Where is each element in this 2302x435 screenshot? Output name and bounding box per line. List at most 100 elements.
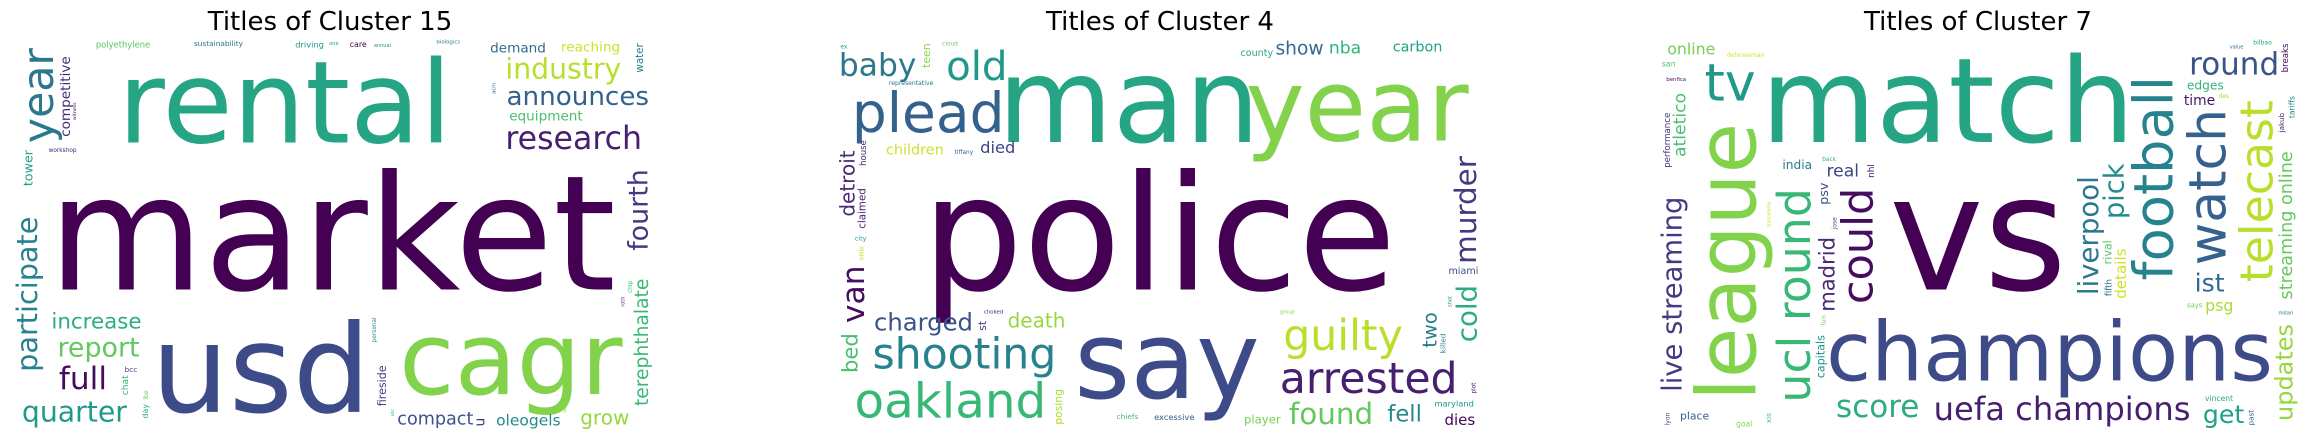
chart-title: Titles of Cluster 7 xyxy=(1863,7,2092,37)
word: league xyxy=(1681,123,1776,401)
word: maryland xyxy=(1434,398,1473,408)
word: increase xyxy=(51,310,141,335)
word: man xyxy=(998,32,1260,170)
word: updates xyxy=(2271,324,2299,421)
word: value xyxy=(2230,44,2244,50)
word: competitive xyxy=(58,56,74,137)
word: police xyxy=(922,141,1397,328)
word: performance xyxy=(1663,113,1673,168)
word: group xyxy=(1280,310,1295,316)
word: vs xyxy=(1889,141,2067,328)
word: research xyxy=(505,121,642,157)
word: milan xyxy=(2278,311,2293,317)
word: choked xyxy=(984,310,1003,316)
word: chip xyxy=(628,280,634,292)
word: death xyxy=(1008,309,1066,333)
word: past xyxy=(2246,410,2255,426)
word: plead xyxy=(852,81,1005,145)
word: fifth xyxy=(2104,279,2114,296)
word: ex xyxy=(840,45,847,51)
word: representative xyxy=(889,80,934,87)
word: van xyxy=(836,265,872,323)
word: could xyxy=(1833,188,1883,304)
word: place xyxy=(1680,409,1709,422)
word: ist xyxy=(2195,268,2225,297)
word: plot xyxy=(1472,382,1478,394)
word: jose xyxy=(1831,217,1838,231)
word: football xyxy=(2123,76,2186,280)
word: personal xyxy=(372,317,378,342)
word: goal xyxy=(1736,420,1752,429)
word: tv xyxy=(1705,54,1756,114)
word: defenseman xyxy=(1727,52,1765,59)
word: shooting xyxy=(872,329,1056,379)
word: u xyxy=(473,418,489,427)
word: rival xyxy=(2102,240,2115,264)
word: grounding xyxy=(537,407,567,413)
word: witness xyxy=(72,102,78,120)
word: uefa champions xyxy=(1934,390,2191,428)
word: fourth xyxy=(623,169,654,251)
word: telecast xyxy=(2229,100,2283,282)
word: baby xyxy=(839,47,916,83)
word: benfica xyxy=(1666,77,1686,83)
word: time xyxy=(2184,93,2215,109)
word: found xyxy=(1289,397,1373,431)
word: carbon xyxy=(1393,39,1443,55)
word: grow xyxy=(580,406,629,430)
word: san xyxy=(1662,60,1676,69)
word: county xyxy=(1240,48,1273,59)
word: workshop xyxy=(49,148,77,154)
word: match xyxy=(1761,32,2134,170)
word: fireside xyxy=(376,365,389,406)
word: liverpool xyxy=(2072,176,2105,295)
word: guilty xyxy=(1283,311,1403,361)
word: arrested xyxy=(1280,354,1458,404)
word: breaks xyxy=(2281,43,2291,72)
word: miami xyxy=(1448,266,1478,277)
word: tower xyxy=(20,149,35,186)
word: participate xyxy=(10,217,44,372)
word: back xyxy=(1822,157,1836,163)
word: biologics xyxy=(436,40,460,46)
word: posing xyxy=(1052,389,1065,425)
word: roth xyxy=(620,297,626,307)
word: details xyxy=(2112,248,2130,298)
word: pick xyxy=(2100,163,2131,219)
word: shot xyxy=(1447,296,1453,307)
word: terephthalate xyxy=(632,279,653,406)
chart-title: Titles of Cluster 15 xyxy=(207,7,453,37)
word: demand xyxy=(490,40,546,56)
word: score xyxy=(1836,389,1919,425)
word: died xyxy=(980,138,1015,157)
word: billie xyxy=(859,246,865,260)
word: bcc xyxy=(125,365,138,374)
word: old xyxy=(946,43,1007,90)
word: house xyxy=(859,140,869,166)
word: murder xyxy=(1449,155,1483,264)
word: online xyxy=(1667,40,1715,59)
word: psg xyxy=(2205,296,2233,315)
word: quarter xyxy=(22,396,127,429)
word: report xyxy=(57,332,139,363)
word: nba xyxy=(1329,38,1361,58)
word: des xyxy=(2219,94,2229,100)
word: capitals xyxy=(1815,335,1828,378)
word: polyethylene xyxy=(96,39,150,49)
word: killed xyxy=(1439,333,1448,353)
word: st xyxy=(976,320,989,331)
word: cold xyxy=(1450,285,1483,342)
word: cloud xyxy=(942,41,958,47)
word: full xyxy=(59,361,107,397)
word: dies xyxy=(1444,411,1475,429)
word: tariffs xyxy=(2288,96,2297,118)
word: reaching xyxy=(561,39,620,55)
word: says xyxy=(2187,301,2203,309)
word: watch xyxy=(2178,109,2238,265)
word: show xyxy=(1275,38,1323,59)
word: equipment xyxy=(509,108,583,124)
word: care xyxy=(350,40,367,49)
